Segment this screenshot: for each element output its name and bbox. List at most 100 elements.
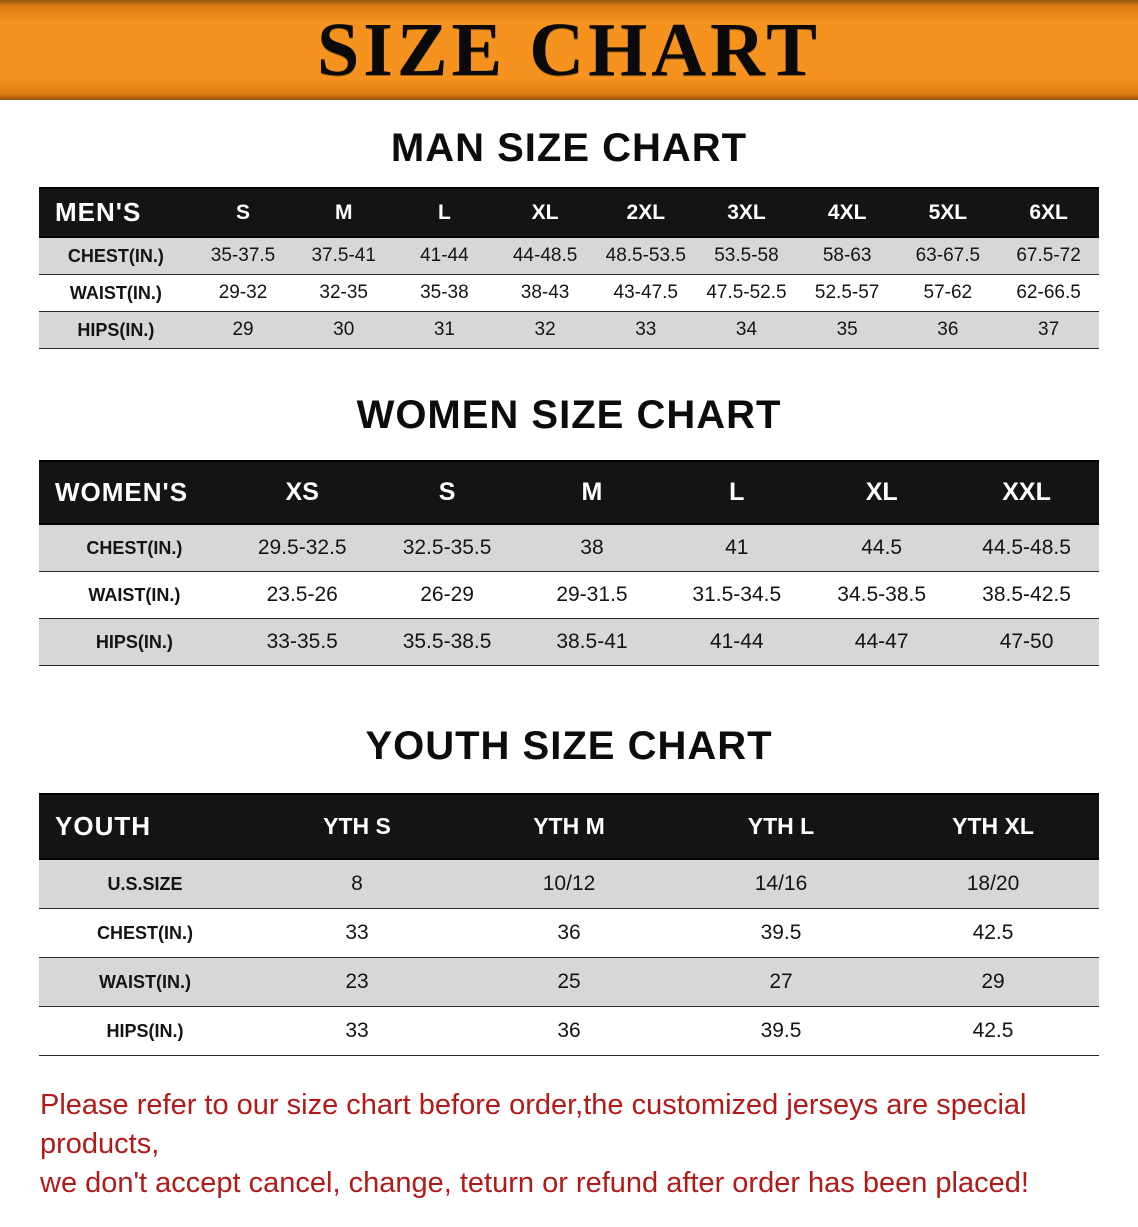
measurement-value: 67.5-72 (998, 236, 1099, 275)
measurement-label: CHEST(IN.) (39, 236, 193, 275)
men-chart-heading: MAN SIZE CHART (390, 126, 748, 170)
men-size-chart-section: MAN SIZE CHART MEN'S S M L XL 2XL 3XL 4XL 5XL 6XL… (0, 126, 1138, 349)
women-size-column-header: M (519, 460, 665, 525)
men-header-row: MEN'S S M L XL 2XL 3XL 4XL 5XL 6XL (39, 187, 1099, 238)
disclaimer-line-2: we don't accept cancel, change, teturn o… (40, 1166, 1029, 1199)
measurement-value: 34.5-38.5 (809, 571, 955, 619)
measurement-value: 31.5-34.5 (664, 571, 810, 619)
measurement-value: 32 (494, 311, 596, 349)
youth-chart-heading: YOUTH SIZE CHART (365, 724, 773, 768)
youth-size-chart-section: YOUTH SIZE CHART YOUTH YTH S YTH M YTH L YTH… (0, 724, 1138, 1056)
measurement-value: 33-35.5 (229, 618, 375, 666)
women-size-column-header: XL (809, 460, 955, 525)
men-size-column-header: S (192, 187, 294, 238)
measurement-value: 47-50 (954, 618, 1099, 666)
measurement-value: 35-37.5 (192, 236, 294, 275)
youth-table: YOUTH YTH S YTH M YTH L YTH XL U.S.SIZE 8 10/12… (39, 793, 1099, 1056)
measurement-label: U.S.SIZE (39, 858, 251, 909)
women-table-corner-label: WOMEN'S (39, 460, 230, 525)
men-size-column-header: 4XL (796, 187, 898, 238)
measurement-value: 58-63 (796, 236, 898, 275)
measurement-value: 39.5 (675, 1006, 887, 1056)
women-chart-heading: WOMEN SIZE CHART (356, 393, 782, 437)
measurement-value: 44.5 (809, 523, 955, 572)
women-measurement-row: WAIST(IN.) 23.5-26 26-29 29-31.5 31.5-34.5 34… (39, 571, 1099, 619)
men-size-column-header: M (293, 187, 395, 238)
women-measurement-row: CHEST(IN.) 29.5-32.5 32.5-35.5 38 41 44.5 44.5… (39, 523, 1099, 572)
measurement-value: 32-35 (293, 274, 395, 312)
measurement-label: WAIST(IN.) (39, 957, 251, 1007)
men-size-column-header: L (394, 187, 495, 238)
measurement-value: 14/16 (675, 858, 887, 909)
measurement-value: 10/12 (463, 858, 675, 909)
men-size-column-header: 5XL (897, 187, 999, 238)
measurement-value: 42.5 (887, 908, 1099, 958)
men-size-table: MEN'S S M L XL 2XL 3XL 4XL 5XL 6XL CHEST(IN.) 35-37… (0, 187, 1138, 349)
charts-container: MAN SIZE CHART MEN'S S M L XL 2XL 3XL 4XL 5XL 6XL… (0, 126, 1138, 1056)
measurement-value: 38-43 (494, 274, 596, 312)
women-size-column-header: S (374, 460, 520, 525)
measurement-value: 29-32 (192, 274, 294, 312)
measurement-value: 33 (595, 311, 697, 349)
women-measurement-row: HIPS(IN.) 33-35.5 35.5-38.5 38.5-41 41-44 44-… (39, 618, 1099, 666)
measurement-value: 37 (998, 311, 1099, 349)
measurement-label: CHEST(IN.) (39, 908, 251, 958)
men-measurement-row: CHEST(IN.) 35-37.5 37.5-41 41-44 44-48.5 48.5… (39, 236, 1099, 275)
measurement-label: HIPS(IN.) (39, 618, 230, 666)
men-size-column-header: 3XL (696, 187, 797, 238)
youth-size-column-header: YTH XL (887, 793, 1099, 860)
measurement-value: 36 (463, 908, 675, 958)
measurement-value: 44-48.5 (494, 236, 596, 275)
disclaimer: Please refer to our size chart before or… (40, 1086, 1100, 1203)
measurement-value: 39.5 (675, 908, 887, 958)
measurement-value: 33 (251, 1006, 463, 1056)
women-size-chart-section: WOMEN SIZE CHART WOMEN'S XS S M L XL XXL CHEST(… (0, 393, 1138, 666)
measurement-value: 41-44 (664, 618, 810, 666)
measurement-value: 29-31.5 (519, 571, 665, 619)
measurement-value: 52.5-57 (796, 274, 898, 312)
measurement-label: WAIST(IN.) (39, 571, 230, 619)
men-measurement-row: HIPS(IN.) 29 30 31 32 33 34 35 36 37 (39, 311, 1099, 349)
measurement-value: 38.5-42.5 (954, 571, 1099, 619)
measurement-value: 41 (664, 523, 810, 572)
measurement-value: 36 (463, 1006, 675, 1056)
page-title: SIZE CHART (316, 7, 821, 92)
measurement-label: HIPS(IN.) (39, 311, 193, 349)
youth-header-row: YOUTH YTH S YTH M YTH L YTH XL (39, 793, 1099, 860)
youth-measurement-row: U.S.SIZE 8 10/12 14/16 18/20 (39, 858, 1099, 909)
measurement-value: 8 (251, 858, 463, 909)
women-size-table: WOMEN'S XS S M L XL XXL CHEST(IN.) 29.5-32.5 32.5… (0, 460, 1138, 666)
youth-size-table: YOUTH YTH S YTH M YTH L YTH XL U.S.SIZE 8 10/12… (0, 793, 1138, 1056)
measurement-value: 34 (696, 311, 797, 349)
youth-size-column-header: YTH M (463, 793, 675, 860)
youth-measurement-row: CHEST(IN.) 33 36 39.5 42.5 (39, 908, 1099, 958)
youth-size-column-header: YTH S (251, 793, 463, 860)
youth-table-corner-label: YOUTH (39, 793, 251, 860)
measurement-value: 23.5-26 (229, 571, 375, 619)
measurement-label: CHEST(IN.) (39, 523, 230, 572)
measurement-value: 41-44 (394, 236, 495, 275)
measurement-value: 29 (887, 957, 1099, 1007)
banner: SIZE CHART (0, 0, 1138, 100)
youth-measurement-row: WAIST(IN.) 23 25 27 29 (39, 957, 1099, 1007)
measurement-value: 38 (519, 523, 665, 572)
measurement-value: 31 (394, 311, 495, 349)
measurement-value: 63-67.5 (897, 236, 999, 275)
measurement-value: 62-66.5 (998, 274, 1099, 312)
measurement-value: 44-47 (809, 618, 955, 666)
measurement-value: 38.5-41 (519, 618, 665, 666)
disclaimer-line-1: Please refer to our size chart before or… (40, 1089, 1027, 1160)
measurement-value: 23 (251, 957, 463, 1007)
measurement-value: 25 (463, 957, 675, 1007)
men-size-column-header: 6XL (998, 187, 1099, 238)
men-size-column-header: 2XL (595, 187, 697, 238)
measurement-value: 26-29 (374, 571, 520, 619)
measurement-label: HIPS(IN.) (39, 1006, 251, 1056)
youth-measurement-row: HIPS(IN.) 33 36 39.5 42.5 (39, 1006, 1099, 1056)
measurement-label: WAIST(IN.) (39, 274, 193, 312)
women-table: WOMEN'S XS S M L XL XXL CHEST(IN.) 29.5-32.5 32.5… (39, 460, 1099, 666)
women-size-column-header: XXL (954, 460, 1099, 525)
women-header-row: WOMEN'S XS S M L XL XXL (39, 460, 1099, 525)
measurement-value: 57-62 (897, 274, 999, 312)
